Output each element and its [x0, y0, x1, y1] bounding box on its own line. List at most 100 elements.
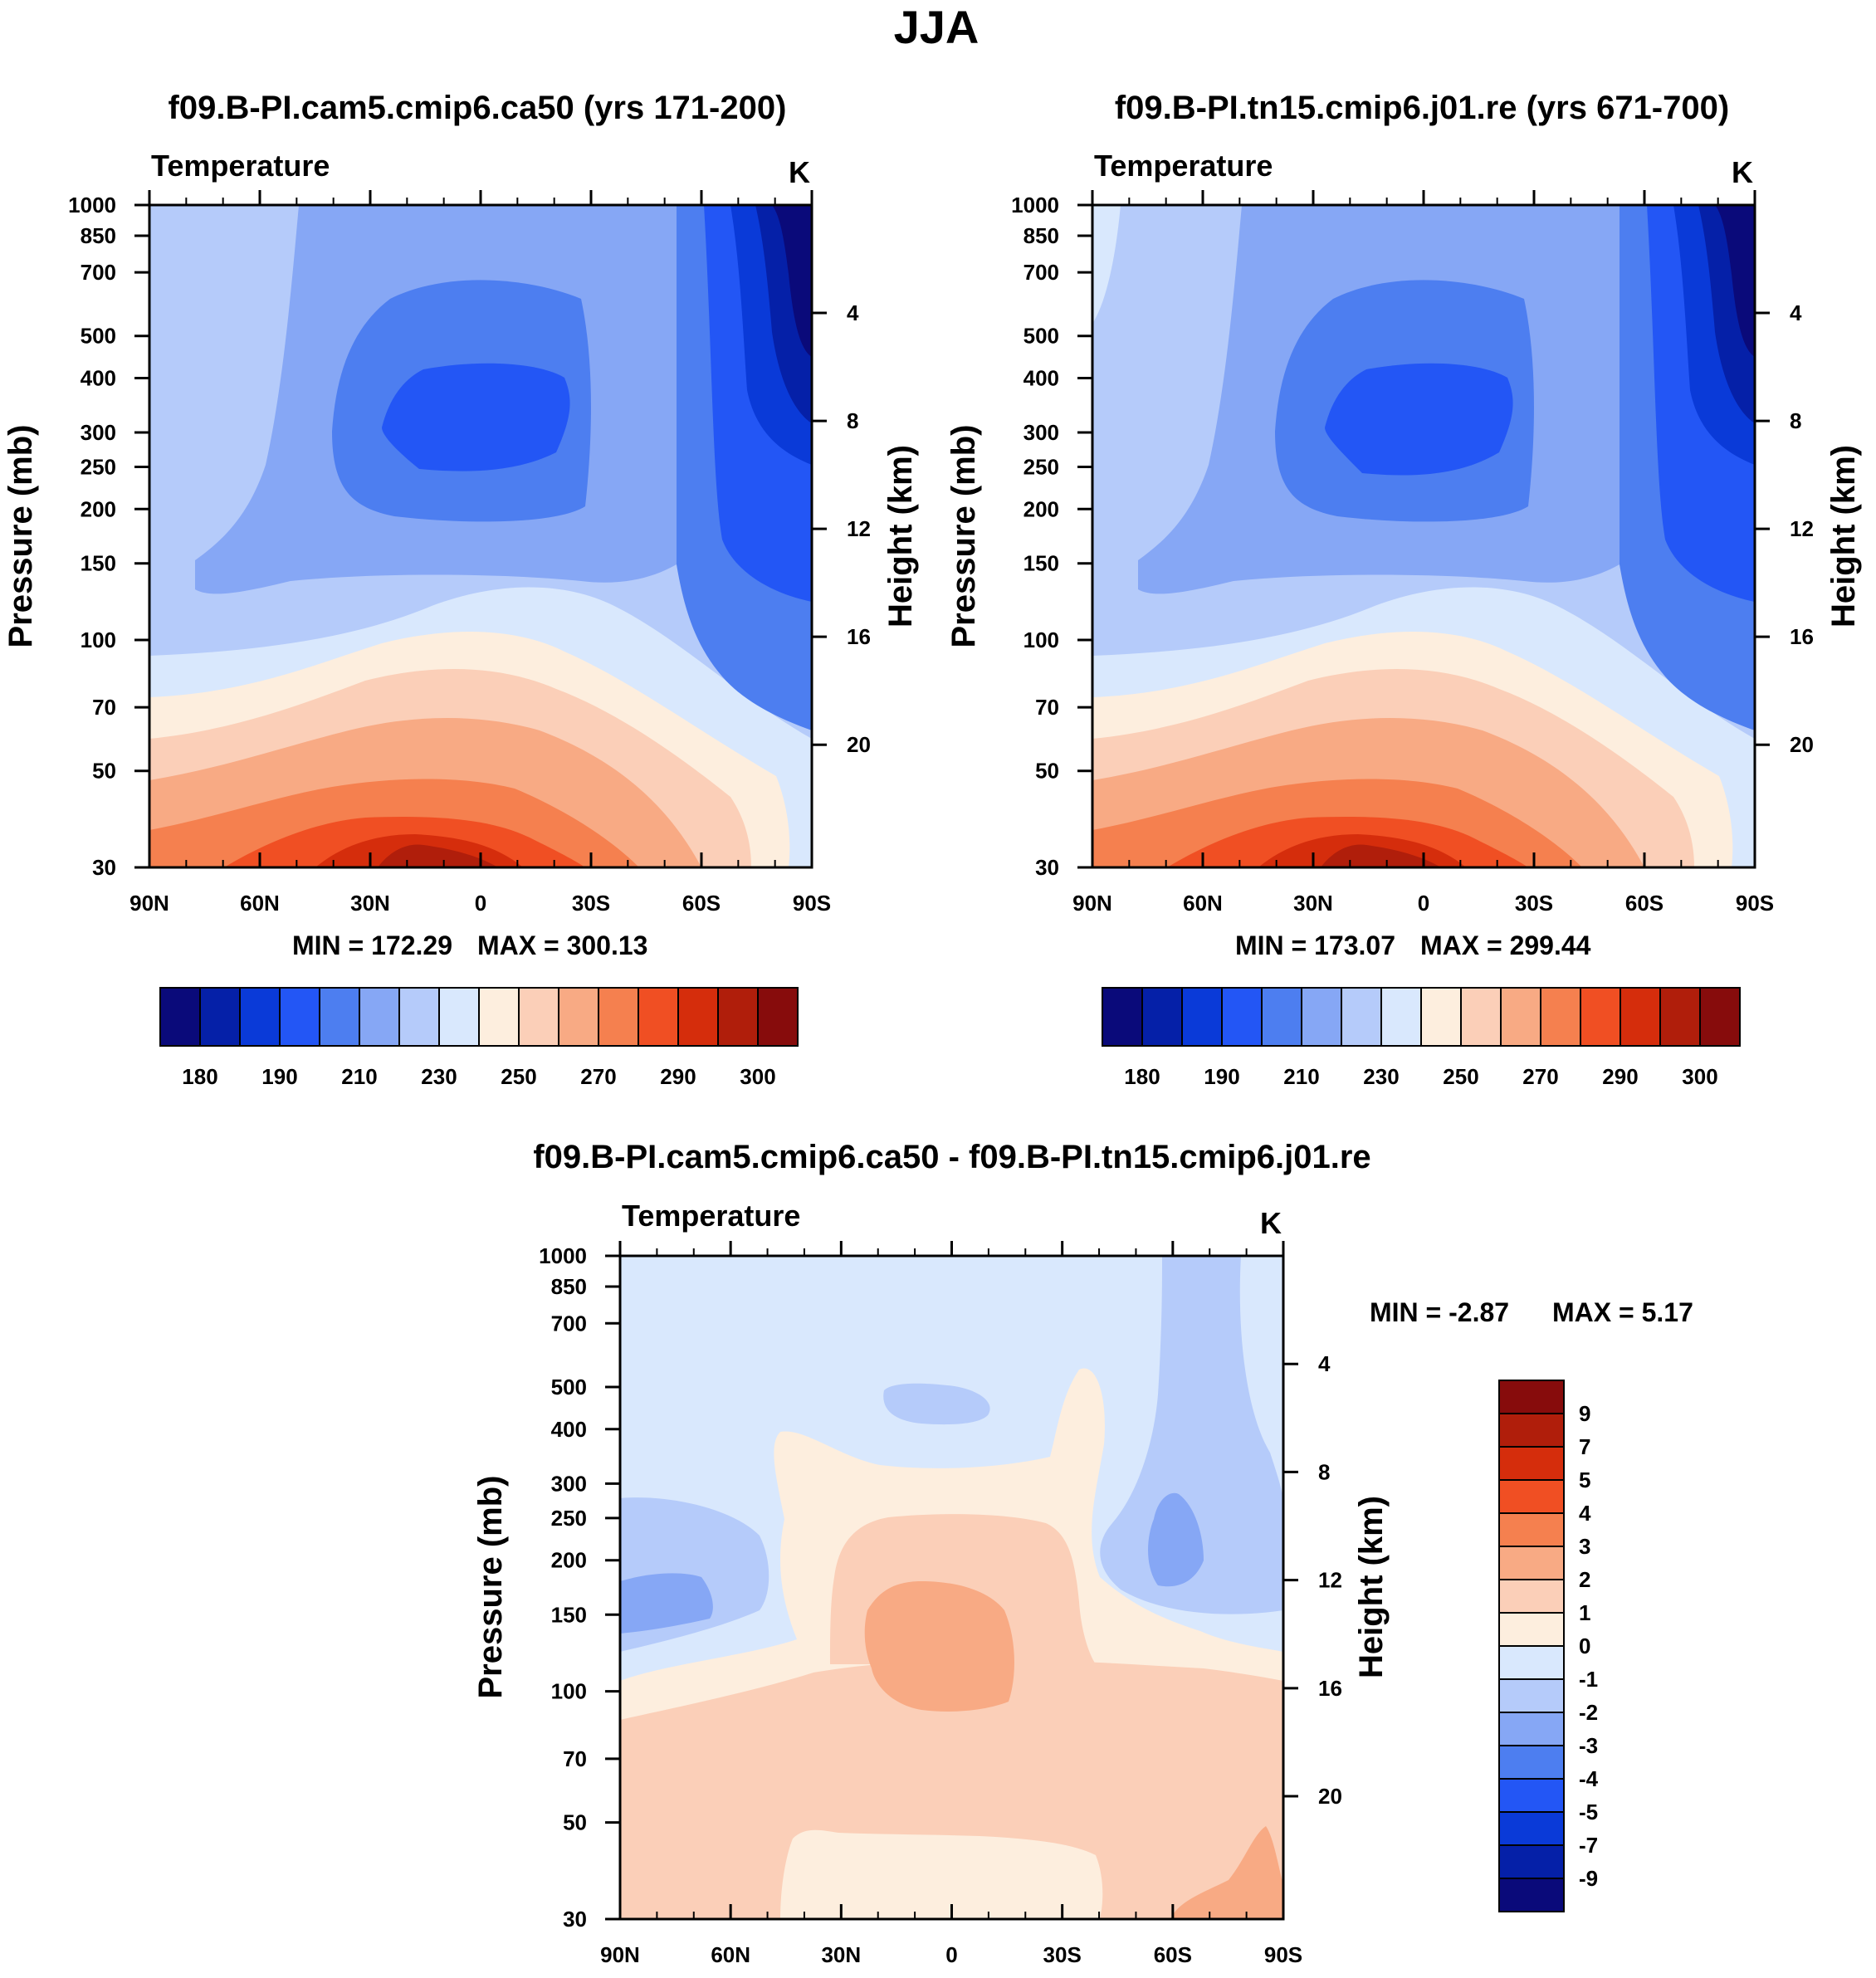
- x-tick-label: 30N: [1293, 891, 1333, 916]
- colorbar-label: 7: [1579, 1434, 1590, 1459]
- colorbar-label: 290: [660, 1064, 696, 1089]
- contour-band: [1715, 205, 1755, 357]
- colorbar-swatch: [1498, 1811, 1565, 1846]
- panel-1-min-label: MIN = 172.29: [292, 930, 452, 960]
- x-tick-label: 60S: [1154, 1942, 1192, 1967]
- x-tick-label: 90S: [1264, 1942, 1302, 1967]
- y-tick-label: 200: [551, 1548, 587, 1573]
- colorbar-label: -2: [1579, 1700, 1598, 1725]
- y-tick-label: 850: [1023, 223, 1059, 248]
- colorbar-swatch: [398, 987, 440, 1047]
- colorbar-swatch: [1498, 1413, 1565, 1448]
- x-tick-label: 30S: [1515, 891, 1553, 916]
- y-tick-label: 700: [551, 1311, 587, 1336]
- y-tick-label: 150: [1023, 551, 1059, 576]
- y2-tick-label: 12: [1790, 516, 1814, 541]
- colorbar-label: 180: [1124, 1064, 1160, 1089]
- colorbar-label: 290: [1602, 1064, 1638, 1089]
- colorbar-swatch: [1620, 987, 1661, 1047]
- panel-2-max-label: MAX = 299.44: [1420, 930, 1591, 960]
- contour-band: [620, 1573, 713, 1634]
- panel-2-title: f09.B-PI.tn15.cmip6.j01.re (yrs 671-700): [1115, 90, 1729, 126]
- panel-1-units-label: K: [789, 155, 810, 189]
- colorbar-swatch: [1498, 1579, 1565, 1614]
- colorbar-label: -9: [1579, 1866, 1598, 1891]
- colorbar-swatch: [438, 987, 480, 1047]
- y-tick-label: 300: [551, 1471, 587, 1496]
- panel-2-y-axis-title: Pressure (mb): [945, 425, 982, 648]
- colorbar-swatch: [638, 987, 679, 1047]
- panel-3-y-axis-title: Pressure (mb): [472, 1476, 509, 1699]
- y-tick-label: 50: [1035, 759, 1059, 784]
- y2-tick-label: 8: [1318, 1459, 1330, 1484]
- y-tick-label: 30: [92, 855, 116, 880]
- y2-tick-label: 12: [847, 516, 871, 541]
- y-tick-label: 50: [92, 759, 116, 784]
- y2-tick-label: 4: [1790, 300, 1802, 325]
- y-tick-label: 70: [92, 695, 116, 720]
- panel-1: f09.B-PI.cam5.cmip6.ca50 (yrs 171-200) T…: [2, 90, 919, 1089]
- y-tick-label: 500: [1023, 324, 1059, 349]
- y-tick-label: 70: [563, 1746, 587, 1771]
- panel-2-variable-label: Temperature: [1094, 149, 1273, 183]
- contour-band: [1092, 205, 1121, 324]
- y-tick-label: 400: [551, 1417, 587, 1442]
- panel-2-axes: 90N 60N 30N 0 30S 60S 90S 30 50 70 100 150 200 250 300…: [1011, 190, 1814, 916]
- y-tick-label: 1000: [68, 193, 116, 217]
- contour-band: [1148, 1492, 1204, 1587]
- colorbar-label: 0: [1579, 1634, 1590, 1658]
- colorbar-label: -4: [1579, 1766, 1599, 1791]
- colorbar-swatch: [1498, 1479, 1565, 1514]
- y-tick-label: 1000: [539, 1243, 587, 1268]
- y2-tick-label: 8: [1790, 408, 1801, 433]
- colorbar-swatch: [279, 987, 320, 1047]
- panel-3: f09.B-PI.cam5.cmip6.ca50 - f09.B-PI.tn15…: [472, 1139, 1693, 1967]
- x-tick-label: 90N: [600, 1942, 640, 1967]
- y-tick-label: 100: [81, 628, 116, 652]
- colorbar-swatch: [239, 987, 281, 1047]
- y2-tick-label: 16: [1318, 1676, 1342, 1701]
- x-tick-label: 0: [475, 891, 486, 916]
- colorbar-swatch: [1498, 1446, 1565, 1481]
- y2-tick-label: 20: [1318, 1784, 1342, 1809]
- y-tick-label: 400: [81, 366, 116, 391]
- contour-band: [780, 1829, 1103, 1919]
- panel-1-y2-axis-title: Height (km): [882, 445, 919, 628]
- colorbar-swatch: [1141, 987, 1183, 1047]
- colorbar-swatch: [1380, 987, 1422, 1047]
- panel-1-contour-field: [149, 205, 812, 867]
- x-tick-label: 0: [1418, 891, 1429, 916]
- colorbar-label: 210: [1283, 1064, 1319, 1089]
- y2-tick-label: 20: [1790, 732, 1814, 757]
- y2-tick-label: 16: [1790, 624, 1814, 649]
- x-tick-label: 90S: [1736, 891, 1774, 916]
- y-tick-label: 200: [1023, 496, 1059, 521]
- y-tick-label: 200: [81, 496, 116, 521]
- panel-1-axes: 90N 60N 30N 0 30S 60S 90S 30 50 70 100 150 200 250 300…: [68, 190, 871, 916]
- y-tick-label: 250: [551, 1506, 587, 1531]
- colorbar-label: 230: [1363, 1064, 1399, 1089]
- x-tick-label: 30S: [1043, 1942, 1082, 1967]
- colorbar-swatch: [1498, 1645, 1565, 1680]
- colorbar-label: 190: [1204, 1064, 1239, 1089]
- panel-2: f09.B-PI.tn15.cmip6.j01.re (yrs 671-700)…: [945, 90, 1862, 1089]
- colorbar-swatch: [478, 987, 520, 1047]
- x-tick-label: 30N: [350, 891, 390, 916]
- y-tick-label: 400: [1023, 366, 1059, 391]
- colorbar-label: 1: [1579, 1600, 1590, 1625]
- panel-1-title: f09.B-PI.cam5.cmip6.ca50 (yrs 171-200): [169, 90, 787, 126]
- colorbar-swatch: [1498, 1712, 1565, 1746]
- colorbar-swatch: [677, 987, 719, 1047]
- colorbar-label: 2: [1579, 1567, 1590, 1592]
- y-tick-label: 500: [81, 324, 116, 349]
- panel-2-units-label: K: [1732, 155, 1753, 189]
- panel-3-colorbar: 9 7 5 4 3 2 1 0 -1 -2 -3 -4 -5 -7 -9: [1498, 1380, 1599, 1912]
- panel-2-min-label: MIN = 173.07: [1235, 930, 1395, 960]
- contour-band: [1100, 1256, 1283, 1614]
- colorbar-label: -7: [1579, 1833, 1598, 1858]
- colorbar-label: 3: [1579, 1534, 1590, 1559]
- y-tick-label: 150: [551, 1602, 587, 1627]
- y2-tick-label: 12: [1318, 1568, 1342, 1593]
- panel-3-contour-field: [620, 1256, 1283, 1919]
